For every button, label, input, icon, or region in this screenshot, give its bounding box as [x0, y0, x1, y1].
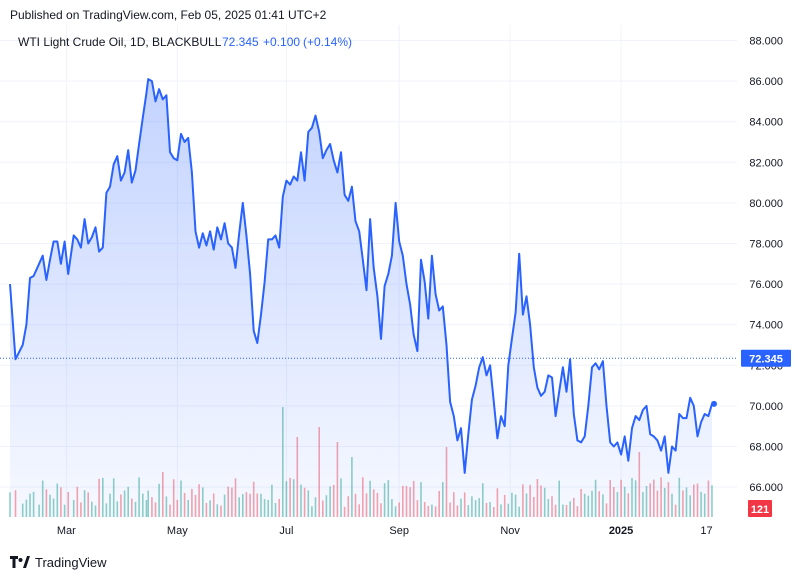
y-tick-label: 76.000	[749, 279, 783, 291]
last-price-value: 72.345	[222, 35, 259, 49]
x-tick-label: 17	[700, 525, 712, 537]
published-line: Published on TradingView.com, Feb 05, 20…	[10, 8, 327, 22]
brand-name: TradingView	[35, 554, 107, 570]
x-tick-label: Mar	[57, 525, 76, 537]
chart-title: WTI Light Crude Oil, 1D, BLACKBULL	[18, 35, 222, 49]
y-tick-label: 66.000	[749, 482, 783, 494]
y-tick-label: 82.000	[749, 157, 783, 169]
x-tick-label: May	[167, 525, 188, 537]
y-tick-label: 74.000	[749, 320, 783, 332]
y-tick-label: 84.000	[749, 117, 783, 129]
y-tick-label: 70.000	[749, 401, 783, 413]
price-change-percent: (+0.14%)	[303, 35, 352, 49]
price-chart[interactable]: 88.000 86.000 84.000 82.000 80.000 78.000 76.0…	[0, 25, 805, 545]
price-change: +0.100	[263, 35, 300, 49]
price-label: 72.345	[749, 353, 783, 365]
x-tick-label: 2025	[609, 525, 633, 537]
y-tick-label: 78.000	[749, 239, 783, 251]
price-label-badge: 72.345	[741, 349, 791, 367]
time-axis[interactable]: Mar May Jul Sep Nov 2025 17	[57, 525, 713, 537]
tradingview-logo-icon	[10, 556, 30, 568]
y-tick-label: 86.000	[749, 76, 783, 88]
price-axis[interactable]: 88.000 86.000 84.000 82.000 80.000 78.000 76.0…	[749, 36, 783, 495]
y-tick-label: 80.000	[749, 198, 783, 210]
y-tick-label: 88.000	[749, 36, 783, 48]
volume-label: 121	[751, 504, 769, 516]
x-tick-label: Nov	[500, 525, 520, 537]
tradingview-brand[interactable]: TradingView	[10, 552, 107, 572]
price-line	[9, 78, 713, 474]
volume-label-badge: 121	[748, 500, 772, 517]
price-area	[10, 79, 712, 517]
x-tick-label: Sep	[389, 525, 409, 537]
last-price-dot	[711, 400, 717, 407]
x-tick-label: Jul	[279, 525, 293, 537]
y-tick-label: 68.000	[749, 442, 783, 454]
